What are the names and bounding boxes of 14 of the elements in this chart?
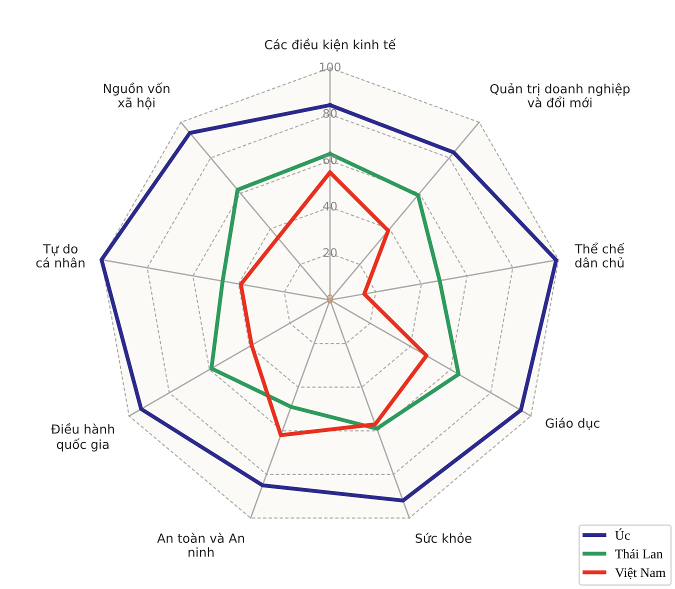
spoke-label: Tự do cá nhân — [36, 244, 84, 268]
legend-label: Việt Nam — [615, 568, 666, 580]
y-tick-label: 100 — [320, 62, 340, 72]
y-tick-label: 0 — [327, 294, 333, 304]
spoke-label: Quản trị doanh nghiệp và đổi mới — [490, 83, 630, 108]
spoke-label: Sức khỏe — [416, 532, 472, 543]
spoke-label: Giáo dục — [546, 418, 600, 430]
spoke-label: Nguồn vốn xã hội — [104, 82, 170, 110]
legend-label: Úc — [615, 528, 630, 540]
legend-label: Thái Lan — [615, 549, 663, 558]
spoke-label: Thể chế dân chủ — [574, 242, 624, 268]
spoke-label: Các điều kiện kinh tế — [264, 38, 396, 52]
spoke-label: An toàn và An ninh — [157, 532, 244, 557]
spoke-label: Điều hành quốc gia — [50, 423, 114, 452]
